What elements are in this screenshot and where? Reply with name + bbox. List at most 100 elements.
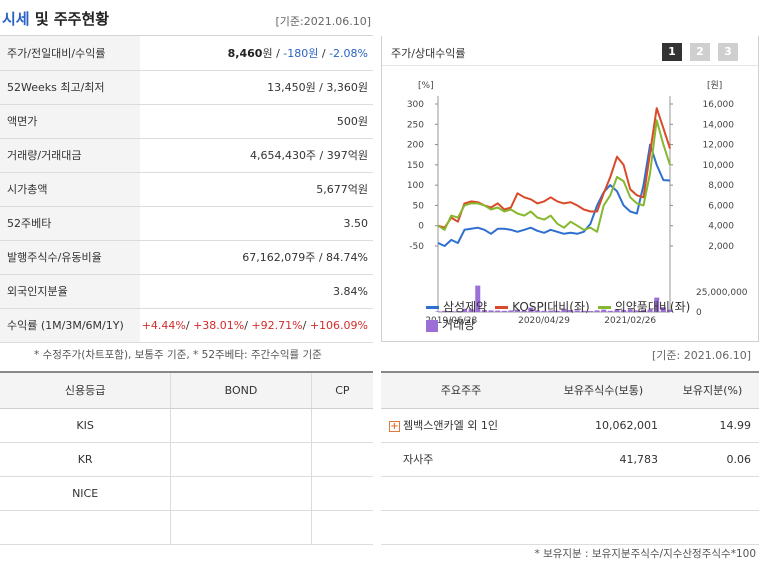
volume-bar [627, 309, 633, 312]
legend-label: 의약품대비(좌) [614, 300, 691, 314]
table-row: 자사주 41,783 0.06 [381, 442, 759, 477]
volume-bar [548, 310, 554, 312]
legend-label: 거래량 [442, 318, 476, 332]
volume-bar [667, 309, 673, 312]
volume-bar [640, 310, 646, 312]
volume-bar [515, 309, 521, 312]
volume-bar [435, 311, 441, 312]
series-line-2 [437, 119, 671, 233]
table-row: 시가총액 5,677억원 [0, 172, 373, 207]
table-row [381, 510, 759, 545]
volume-bar [607, 310, 613, 312]
legend-swatch [495, 306, 509, 309]
volume-bar [601, 309, 607, 312]
table-row [0, 510, 373, 545]
volume-zero-label: 0 [696, 308, 702, 318]
legend-item: KOSPI대비(좌) [495, 298, 590, 316]
volume-bar [541, 310, 547, 312]
section-header: 시세 및 주주현황 [기준:2021.06.10] [0, 0, 373, 36]
legend-swatch [597, 306, 611, 309]
volume-bar [442, 310, 448, 312]
right-tick-label: 8,000 [708, 181, 734, 191]
chart-box: 주가/상대수익률 1 2 3 [%] [원] 300 250 200 150 100 50 0 -… [381, 36, 759, 342]
table-row: 액면가 500원 [0, 104, 373, 139]
left-tick-label: 200 [407, 141, 424, 151]
credit-rating-panel: 신용등급 BOND CP KIS KR NICE [0, 371, 373, 545]
table-row [381, 476, 759, 511]
table-row: KIS [0, 408, 373, 443]
volume-bar [521, 310, 527, 312]
volume-bar [462, 308, 468, 312]
chart-header: 주가/상대수익률 1 2 3 [382, 36, 758, 66]
left-tick-label: 300 [407, 100, 424, 110]
table-row: + 젬백스앤카엘 외 1인 10,062,001 14.99 [381, 408, 759, 443]
shareholders-panel: 주요주주 보유주식수(보통) 보유지분(%) + 젬백스앤카엘 외 1인 10,0… [381, 371, 759, 545]
volume-bar [660, 307, 666, 312]
holder-name: 자사주 [381, 442, 541, 477]
left-tick-label: 0 [418, 222, 424, 232]
holder-name: 젬백스앤카엘 외 1인 [403, 419, 498, 432]
footnote: * 수정주가(차트포함), 보통주 기준, * 52주베타: 주간수익률 기준 [34, 348, 322, 361]
volume-bar [594, 310, 600, 312]
table-header-row: 신용등급 BOND CP [0, 371, 373, 409]
volume-bar [568, 310, 574, 312]
table-row: 외국인지분율 3.84% [0, 274, 373, 309]
chart-page-2-button[interactable]: 2 [690, 43, 710, 61]
volume-bar [488, 310, 494, 312]
table-row: 발행주식수/유동비율 67,162,079주 / 84.74% [0, 240, 373, 275]
price-summary-panel: 시세 및 주주현황 [기준:2021.06.10] 주가/전일대비/수익률 8,… [0, 0, 373, 367]
volume-bar [501, 310, 507, 312]
right-tick-label: 2,000 [708, 242, 734, 252]
returns-value: +4.44%/ +38.01%/ +92.71%/ +106.09% [140, 308, 373, 343]
legend-swatch [426, 306, 439, 309]
table-row: NICE [0, 476, 373, 511]
shareholding-footnote: * 보유지분 : 보유지분주식수/지수산정주식수*100 [534, 548, 756, 560]
series-line-1 [437, 107, 671, 229]
legend-item: 삼성제약 [426, 298, 487, 316]
volume-bar [528, 307, 534, 312]
volume-tick-label: 25,000,000 [696, 288, 748, 298]
expand-icon[interactable]: + [389, 420, 400, 432]
left-axis-unit: [%] [418, 81, 434, 91]
left-tick-label: 250 [407, 120, 424, 130]
legend-label: 삼성제약 [443, 300, 488, 314]
right-tick-label: 16,000 [703, 100, 735, 110]
volume-bar [581, 310, 587, 312]
legend-item: 의약품대비(좌) [597, 298, 691, 316]
table-row: 52Weeks 최고/최저 13,450원 / 3,360원 [0, 70, 373, 105]
chart-page-1-button[interactable]: 1 [662, 43, 682, 61]
holders-reference-date: [기준: 2021.06.10] [651, 349, 751, 362]
volume-bar [481, 310, 487, 312]
volume-bar [614, 309, 620, 312]
right-axis-unit: [원] [707, 80, 722, 91]
volume-bar [587, 311, 593, 312]
right-tick-label: 10,000 [703, 161, 735, 171]
table-row: 주가/전일대비/수익률 8,460원 / -180원 / -2.08% [0, 36, 373, 71]
right-tick-label: 12,000 [703, 141, 735, 151]
x-tick-label: 2019/06/28 [425, 316, 477, 326]
volume-bar [554, 310, 560, 312]
series-line-0 [437, 143, 671, 247]
table-row: KR [0, 442, 373, 477]
legend-label: KOSPI대비(좌) [512, 300, 590, 314]
volume-bar [455, 311, 461, 312]
legend-item: 거래량 [426, 316, 475, 334]
legend-swatch [426, 319, 438, 332]
volume-bar [647, 309, 653, 312]
price-chart: [%] [원] 300 250 200 150 100 50 0 -50 16,000 14,000 1… [407, 80, 748, 326]
volume-bar [574, 310, 580, 312]
volume-bar [654, 297, 660, 312]
volume-bar [621, 310, 627, 312]
left-tick-label: 50 [413, 201, 425, 211]
left-tick-label: 100 [407, 181, 424, 191]
right-tick-label: 6,000 [708, 201, 734, 211]
section-title: 시세 및 주주현황 [2, 10, 110, 28]
table-row: 52주베타 3.50 [0, 206, 373, 241]
table-row: 거래량/거래대금 4,654,430주 / 397억원 [0, 138, 373, 173]
right-tick-label: 4,000 [708, 222, 734, 232]
chart-page-3-button[interactable]: 3 [718, 43, 738, 61]
volume-bar [468, 309, 474, 312]
reference-date: [기준:2021.06.10] [275, 15, 371, 28]
volume-bar [508, 310, 514, 312]
left-tick-label: 150 [407, 161, 424, 171]
